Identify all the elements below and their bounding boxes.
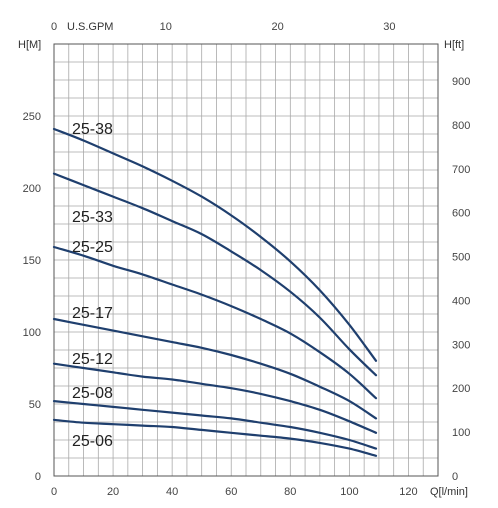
y2-tick-label: 100 (452, 427, 470, 439)
curves (52, 127, 378, 457)
x2-tick-label: 0 (51, 21, 57, 33)
y-tick-label: 200 (23, 183, 41, 195)
x-tick-label: 0 (51, 486, 57, 498)
x-tick-label: 20 (107, 486, 119, 498)
y2-tick-label: 200 (452, 383, 470, 395)
y2-tick-label: 700 (452, 164, 470, 176)
x-axis-label: Q[l/min] (430, 486, 468, 498)
y-axis-label-right: H[ft] (444, 39, 464, 51)
curve-25-17 (52, 317, 378, 420)
curve-25-25 (52, 245, 378, 400)
series-label-25-38: 25-38 (72, 121, 113, 138)
y2-tick-label: 500 (452, 252, 470, 264)
y-tick-label: 50 (29, 399, 41, 411)
y2-tick-label: 600 (452, 208, 470, 220)
y2-tick-label: 400 (452, 295, 470, 307)
x2-tick-label: 10 (160, 21, 172, 33)
y-tick-label: 0 (35, 471, 41, 483)
y-tick-label: 150 (23, 255, 41, 267)
x-tick-label: 40 (166, 486, 178, 498)
x-tick-label: 120 (399, 486, 417, 498)
series-label-25-12: 25-12 (72, 351, 113, 368)
x2-axis-label: U.S.GPM (67, 21, 113, 33)
y2-tick-label: 300 (452, 339, 470, 351)
curve-25-08 (52, 400, 378, 450)
y2-tick-label: 900 (452, 76, 470, 88)
y-tick-label: 250 (23, 111, 41, 123)
x2-tick-label: 20 (271, 21, 283, 33)
series-label-25-25: 25-25 (72, 239, 113, 256)
curve-25-38 (52, 127, 378, 362)
curve-25-12 (52, 362, 378, 434)
series-labels: 25-38 25-33 25-25 25-17 25-12 25-08 25-06 (72, 121, 113, 450)
x-tick-label: 100 (340, 486, 358, 498)
curve-25-33 (52, 172, 378, 377)
y-axis-label-left: H[M] (18, 39, 41, 51)
series-label-25-33: 25-33 (72, 209, 113, 226)
series-label-25-17: 25-17 (72, 305, 113, 322)
plot-frame (53, 43, 439, 477)
grid (53, 43, 439, 477)
x2-tick-label: 30 (383, 21, 395, 33)
y2-tick-label: 0 (452, 471, 458, 483)
x-tick-label: 80 (284, 486, 296, 498)
y2-tick-label: 800 (452, 120, 470, 132)
x-tick-label: 60 (225, 486, 237, 498)
curve-25-06 (52, 418, 378, 457)
y-tick-label: 100 (23, 327, 41, 339)
series-label-25-08: 25-08 (72, 385, 113, 402)
series-label-25-06: 25-06 (72, 433, 113, 450)
